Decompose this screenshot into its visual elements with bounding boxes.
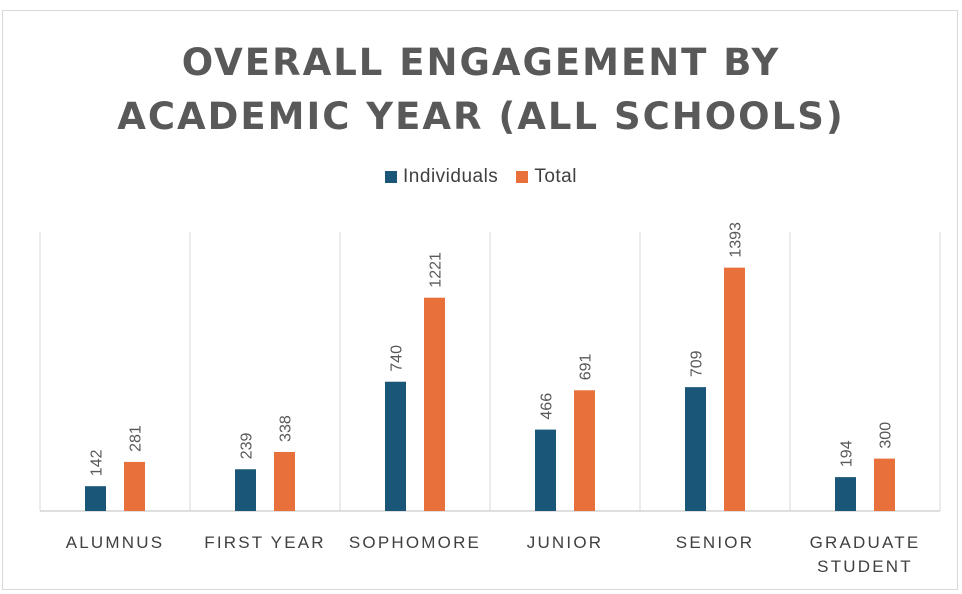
data-label-individuals: 142 [89,449,106,476]
bar-individuals [835,477,856,511]
bar-total [724,267,745,511]
legend-entry-individuals: Individuals [385,166,498,188]
data-label-total: 1221 [428,252,445,288]
bar-individuals [85,486,106,511]
chart-frame [2,10,958,590]
legend-entry-total: Total [516,166,577,188]
x-tick-label: GRADUATE [810,533,921,552]
chart-title-line-1: OVERALL ENGAGEMENT BY [181,41,781,84]
data-label-total: 1393 [728,222,745,258]
x-tick-label: ALUMNUS [66,533,165,552]
x-tick-label: STUDENT [817,557,913,576]
data-label-total: 281 [128,425,145,452]
bar-total [874,458,895,511]
bar-total [274,451,295,511]
legend-swatch-individuals [385,171,398,183]
chart-legend: Individuals Total [0,166,962,188]
data-label-individuals: 239 [239,432,256,459]
x-tick-label: FIRST YEAR [204,533,326,552]
bar-individuals [235,469,256,511]
legend-label-individuals: Individuals [403,166,499,187]
bar-total [124,461,145,511]
bar-individuals [385,381,406,511]
x-tick-label: SENIOR [676,533,754,552]
data-label-total: 300 [878,422,895,449]
bar-total [424,297,445,511]
data-label-individuals: 740 [389,345,406,372]
data-label-total: 691 [578,353,595,380]
chart-title-line-2: ACADEMIC YEAR (ALL SCHOOLS) [117,95,845,138]
chart-title: OVERALL ENGAGEMENT BY ACADEMIC YEAR (ALL… [0,36,962,144]
x-tick-label: JUNIOR [527,533,603,552]
data-label-individuals: 194 [839,440,856,467]
data-label-individuals: 709 [689,350,706,377]
bar-individuals [535,429,556,511]
bar-individuals [685,387,706,511]
legend-swatch-total [516,171,529,183]
legend-label-total: Total [534,166,577,187]
x-tick-label: SOPHOMORE [349,533,481,552]
bar-total [574,390,595,511]
data-label-total: 338 [278,415,295,442]
data-label-individuals: 466 [539,393,556,420]
